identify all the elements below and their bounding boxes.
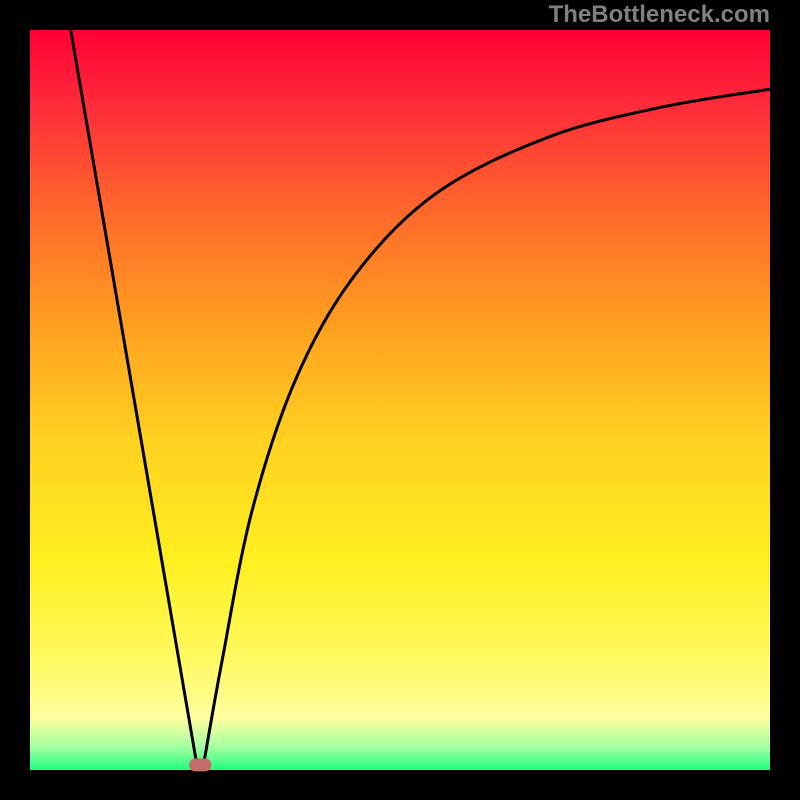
chart-svg: TheBottleneck.com	[0, 0, 800, 800]
plot-background	[30, 30, 770, 770]
bottleneck-chart: TheBottleneck.com	[0, 0, 800, 800]
watermark-label: TheBottleneck.com	[549, 1, 770, 28]
optimum-marker	[189, 758, 211, 771]
